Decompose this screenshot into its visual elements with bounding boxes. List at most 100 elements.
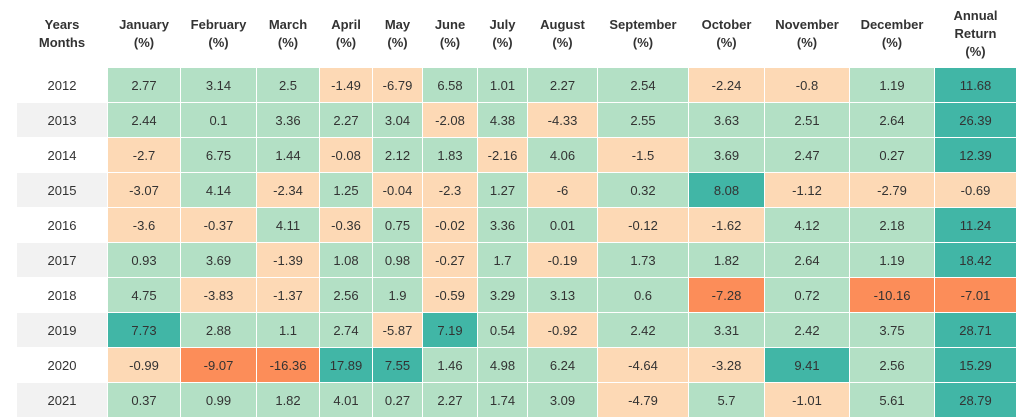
year-cell: 2015 — [16, 172, 108, 208]
return-cell: 3.63 — [688, 102, 765, 138]
return-cell: -1.5 — [597, 137, 689, 173]
column-header-line: September — [609, 17, 677, 32]
return-cell: -0.08 — [319, 137, 373, 173]
table-row: 2021 0.37 0.99 1.82 4.01 0.27 2.27 1.74 3.09 -4.7… — [16, 382, 1017, 418]
return-cell: -3.07 — [107, 172, 181, 208]
year-cell: 2013 — [16, 102, 108, 138]
return-cell: 1.27 — [477, 172, 528, 208]
return-cell: -1.62 — [688, 207, 765, 243]
return-cell: -2.7 — [107, 137, 181, 173]
return-cell: 0.32 — [597, 172, 689, 208]
column-header-line: October — [701, 17, 752, 32]
return-cell: 0.93 — [107, 242, 181, 278]
column-header-line: August — [540, 17, 585, 32]
return-cell: -0.04 — [372, 172, 423, 208]
column-header-line: June — [434, 17, 466, 32]
column-header: July (%) — [477, 0, 528, 68]
return-cell: 0.72 — [764, 277, 850, 313]
return-cell: 7.73 — [107, 312, 181, 348]
return-cell: 2.55 — [597, 102, 689, 138]
annual-return-cell: 28.79 — [934, 382, 1017, 418]
table-row: 2016 -3.6 -0.37 4.11 -0.36 0.75 -0.02 3.36 0.01-… — [16, 207, 1017, 243]
column-header-line: March — [268, 17, 308, 32]
column-header: October (%) — [688, 0, 765, 68]
return-cell: 1.9 — [372, 277, 423, 313]
return-cell: 0.75 — [372, 207, 423, 243]
column-header: May (%) — [372, 0, 423, 68]
return-cell: 0.99 — [180, 382, 257, 418]
return-cell: 3.36 — [477, 207, 528, 243]
return-cell: 6.24 — [527, 347, 598, 383]
return-cell: 0.27 — [372, 382, 423, 418]
return-cell: 1.74 — [477, 382, 528, 418]
return-cell: -1.01 — [764, 382, 850, 418]
return-cell: -2.16 — [477, 137, 528, 173]
return-cell: 4.38 — [477, 102, 528, 138]
corner-header-line: Months — [38, 35, 86, 50]
column-header-line: (%) — [133, 35, 155, 50]
table-row: 2013 2.44 0.1 3.36 2.27 3.04 -2.08 4.38 -4.33 2.5… — [16, 102, 1017, 138]
column-header-line: Annual — [953, 8, 998, 23]
annual-return-cell: -7.01 — [934, 277, 1017, 313]
return-cell: -0.37 — [180, 207, 257, 243]
column-header-line: (%) — [716, 35, 737, 50]
return-cell: -0.8 — [764, 67, 850, 103]
column-header: January (%) — [107, 0, 181, 68]
return-cell: 6.75 — [180, 137, 257, 173]
return-cell: -0.02 — [422, 207, 478, 243]
return-cell: 3.31 — [688, 312, 765, 348]
column-header-line: (%) — [881, 35, 903, 50]
return-cell: 3.75 — [849, 312, 935, 348]
return-cell: 4.12 — [764, 207, 850, 243]
monthly-returns-table: Years Months January (%) February (%) March (%)… — [16, 0, 1017, 418]
return-cell: 0.54 — [477, 312, 528, 348]
return-cell: -4.64 — [597, 347, 689, 383]
return-cell: 3.13 — [527, 277, 598, 313]
return-cell: 4.01 — [319, 382, 373, 418]
returns-table-container: Years Months January (%) February (%) March (%)… — [16, 0, 1017, 418]
year-cell: 2017 — [16, 242, 108, 278]
return-cell: 0.98 — [372, 242, 423, 278]
return-cell: 0.37 — [107, 382, 181, 418]
return-cell: -1.49 — [319, 67, 373, 103]
return-cell: -0.27 — [422, 242, 478, 278]
return-cell: 2.56 — [849, 347, 935, 383]
return-cell: 3.14 — [180, 67, 257, 103]
annual-return-cell: 11.68 — [934, 67, 1017, 103]
return-cell: -2.24 — [688, 67, 765, 103]
return-cell: -0.12 — [597, 207, 689, 243]
return-cell: 5.7 — [688, 382, 765, 418]
year-cell: 2020 — [16, 347, 108, 383]
return-cell: 0.27 — [849, 137, 935, 173]
annual-return-cell: 28.71 — [934, 312, 1017, 348]
column-header: June (%) — [422, 0, 478, 68]
column-header-line: (%) — [208, 35, 229, 50]
header-row: Years Months January (%) February (%) March (%)… — [16, 0, 1017, 68]
column-header-line: (%) — [277, 35, 299, 50]
column-header-line: January — [119, 17, 169, 32]
return-cell: 2.64 — [849, 102, 935, 138]
return-cell: 4.11 — [256, 207, 320, 243]
year-cell: 2018 — [16, 277, 108, 313]
return-cell: 4.14 — [180, 172, 257, 208]
table-row: 2012 2.77 3.14 2.5 -1.49 -6.79 6.58 1.01 2.27 2.5… — [16, 67, 1017, 103]
return-cell: 3.36 — [256, 102, 320, 138]
return-cell: -6 — [527, 172, 598, 208]
return-cell: -6.79 — [372, 67, 423, 103]
column-header-line: November — [775, 17, 839, 32]
table-row: 2017 0.93 3.69 -1.39 1.08 0.98 -0.27 1.7 -0.19 1.… — [16, 242, 1017, 278]
table-row: 2015 -3.07 4.14 -2.34 1.25 -0.04 -2.3 1.27 -6 0.3… — [16, 172, 1017, 208]
year-cell: 2016 — [16, 207, 108, 243]
column-header: December (%) — [849, 0, 935, 68]
year-cell: 2014 — [16, 137, 108, 173]
column-header: April (%) — [319, 0, 373, 68]
return-cell: 2.64 — [764, 242, 850, 278]
column-header: March (%) — [256, 0, 320, 68]
column-header-line: (%) — [335, 35, 357, 50]
column-header-line: (%) — [796, 35, 818, 50]
return-cell: -4.33 — [527, 102, 598, 138]
return-cell: -3.28 — [688, 347, 765, 383]
column-header-line: Return — [954, 26, 997, 41]
return-cell: 2.54 — [597, 67, 689, 103]
return-cell: 2.47 — [764, 137, 850, 173]
